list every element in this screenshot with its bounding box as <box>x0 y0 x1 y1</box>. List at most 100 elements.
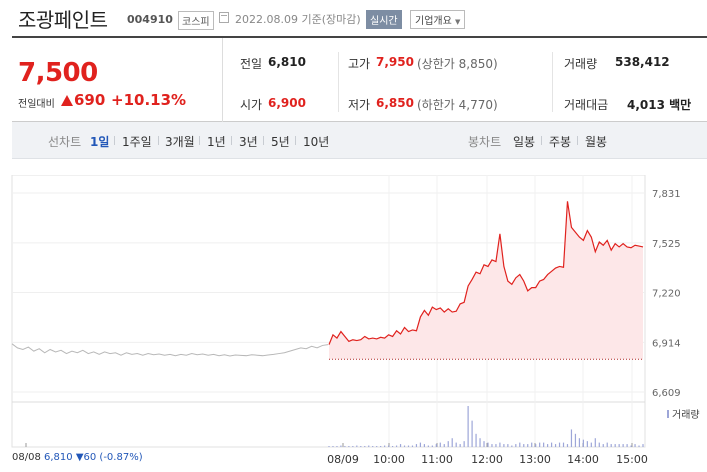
volume-bar <box>451 438 453 447</box>
volume-bar <box>531 442 533 447</box>
period-1d[interactable]: 1일 <box>90 135 110 149</box>
y-tick-label: 7,220 <box>652 289 681 300</box>
y-tick-label: 7,525 <box>652 239 681 250</box>
volume-bar <box>427 445 429 447</box>
x-tick-label: 15:00 <box>616 453 648 466</box>
volume-bar <box>527 444 529 447</box>
x-tick-label: 11:00 <box>421 453 453 466</box>
period-divider <box>231 136 232 145</box>
volume-bar <box>459 444 461 447</box>
volume-bar <box>475 433 477 447</box>
chevron-down-icon: ▼ <box>455 18 461 26</box>
series-area-08-09 <box>329 201 643 360</box>
volume-bar <box>602 444 604 447</box>
series-line-08-08 <box>11 343 329 357</box>
volume-bar <box>415 444 418 447</box>
volume-bar <box>483 441 485 447</box>
volume-bar <box>570 429 573 447</box>
candle-monthly[interactable]: 월봉 <box>585 135 608 149</box>
volume-bar <box>642 444 644 447</box>
stock-name: 조광페인트 <box>18 8 108 32</box>
volume-bar <box>503 444 505 447</box>
x-tick-label: 14:00 <box>567 453 599 466</box>
volume-bar <box>515 444 517 447</box>
candle-daily[interactable]: 일봉 <box>513 135 536 149</box>
volume-legend-swatch <box>667 410 669 418</box>
quote-panel: 7,500 전일대비 690 +10.13% 전일 6,810 고가 7,950… <box>12 36 707 122</box>
volume-bar <box>348 446 350 447</box>
open-label: 시가 <box>240 98 263 112</box>
period-divider <box>541 136 542 145</box>
period-10y[interactable]: 10년 <box>303 135 330 149</box>
volume-bar <box>547 444 549 447</box>
prev-day-info: 08/08 6,810 ▼60 (-0.87%) <box>12 452 143 463</box>
company-info-dropdown[interactable]: 기업개요 ▼ <box>410 10 466 29</box>
volume-bar <box>590 442 592 447</box>
candle-weekly[interactable]: 주봉 <box>549 135 572 149</box>
volume-bar <box>574 433 577 447</box>
volume-bar <box>499 442 501 447</box>
candle-chart-label: 봉차트 <box>468 135 502 149</box>
volume-bar <box>455 442 457 447</box>
period-3m[interactable]: 3개월 <box>165 135 195 149</box>
period-divider <box>199 136 200 145</box>
base-date: 2022.08.09 기준(장마감) <box>235 13 361 26</box>
change-value: 690 <box>74 91 106 109</box>
x-tick-label: 13:00 <box>519 453 551 466</box>
series-line-08-09 <box>328 201 644 345</box>
price-chart: 7,831 7,525 7,220 6,914 6,609 08/09 10:00 11:00… <box>11 175 700 466</box>
volume-bar <box>507 444 509 447</box>
volume-bar <box>550 442 553 447</box>
period-divider <box>158 136 159 145</box>
amount-label: 거래대금 <box>564 98 609 112</box>
volume-bar <box>539 442 541 447</box>
volume-bar <box>411 445 414 447</box>
volume-bar <box>419 442 422 447</box>
volume-bar <box>586 441 588 447</box>
volume-bar <box>352 446 354 447</box>
volume-bar <box>562 442 565 447</box>
quote-divider <box>552 52 553 112</box>
quote-divider <box>338 52 339 112</box>
volume-bar <box>356 445 358 447</box>
volume-bar <box>407 445 410 447</box>
volume-bar <box>364 446 366 447</box>
period-5y[interactable]: 5년 <box>271 135 290 149</box>
volume-bar <box>558 442 561 447</box>
volume-bar <box>523 444 525 447</box>
volume-bar <box>606 442 608 447</box>
company-info-label: 기업개요 <box>415 16 452 27</box>
volume-bar <box>391 446 394 447</box>
volume-bar <box>463 441 465 447</box>
volume-bar <box>630 445 632 447</box>
x-tick-label: 12:00 <box>471 453 503 466</box>
volume-bar <box>594 438 596 447</box>
volume-bar <box>376 446 378 447</box>
period-1y[interactable]: 1년 <box>207 135 226 149</box>
volume-bar <box>511 445 513 447</box>
period-divider <box>295 136 296 145</box>
period-3y[interactable]: 3년 <box>239 135 258 149</box>
upper-limit: (상한가 8,850) <box>417 57 498 71</box>
volume-bar <box>395 445 398 447</box>
volume-bar <box>495 444 497 447</box>
prev-date: 08/08 <box>12 452 41 463</box>
volume-bar <box>622 444 624 447</box>
period-1w[interactable]: 1주일 <box>122 135 152 149</box>
volume-bar <box>380 446 382 447</box>
up-triangle-icon <box>61 95 73 106</box>
stock-header: 조광페인트 004910 코스피 2022.08.09 기준(장마감) 실시간 … <box>0 0 707 36</box>
volume-bar <box>535 444 537 447</box>
volume-legend-label: 거래량 <box>672 409 700 421</box>
realtime-button[interactable]: 실시간 <box>366 10 402 29</box>
stock-code: 004910 <box>127 13 173 26</box>
prev-day-change: 6,810 ▼60 (-0.87%) <box>44 452 143 463</box>
price-chart-area: 7,831 7,525 7,220 6,914 6,609 08/09 10:00 11:00… <box>0 175 707 472</box>
period-divider <box>577 136 578 145</box>
volume-bar <box>610 444 612 447</box>
prev-close-value: 6,810 <box>268 55 306 69</box>
volume-bar <box>332 446 334 447</box>
current-price: 7,500 <box>18 58 98 88</box>
volume-bar <box>554 444 557 447</box>
change-label: 전일대비 <box>18 99 55 110</box>
